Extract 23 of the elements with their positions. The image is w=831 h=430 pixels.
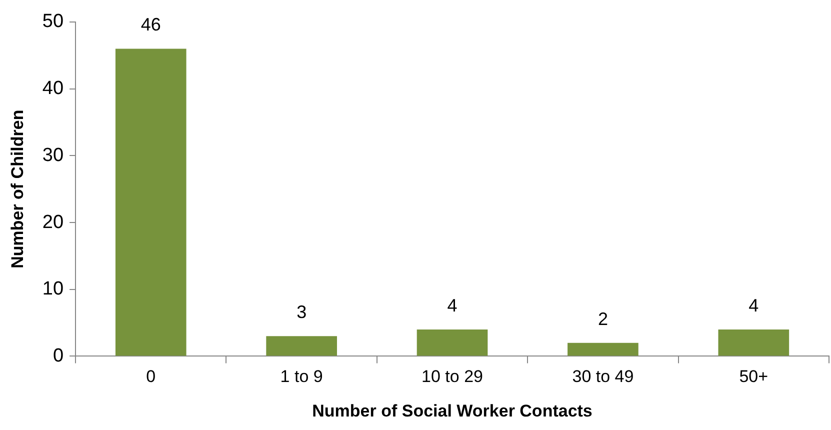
x-tick-label: 0: [146, 367, 156, 386]
y-tick-label: 40: [42, 78, 64, 100]
y-tick-label: 30: [42, 144, 64, 166]
x-axis-title: Number of Social Worker Contacts: [312, 401, 592, 420]
data-label: 3: [296, 302, 307, 322]
y-axis-title: Number of Children: [8, 110, 27, 268]
bar: [718, 329, 790, 356]
bar: [266, 336, 337, 356]
data-label: 4: [447, 295, 458, 316]
data-label: 46: [140, 14, 161, 35]
x-tick-label: 50+: [739, 367, 768, 386]
data-label: 2: [598, 308, 608, 329]
y-tick-label: 0: [52, 345, 64, 366]
bar: [568, 342, 638, 356]
y-tick-label: 10: [42, 278, 64, 300]
bar: [115, 48, 186, 356]
bar: [416, 329, 488, 356]
x-tick-label: 30 to 49: [572, 367, 634, 386]
y-tick-label: 20: [42, 212, 64, 233]
data-label: 4: [748, 295, 759, 316]
x-tick-label: 10 to 29: [422, 367, 483, 386]
x-tick-label: 1 to 9: [280, 367, 323, 386]
y-tick-label: 50: [42, 11, 64, 32]
